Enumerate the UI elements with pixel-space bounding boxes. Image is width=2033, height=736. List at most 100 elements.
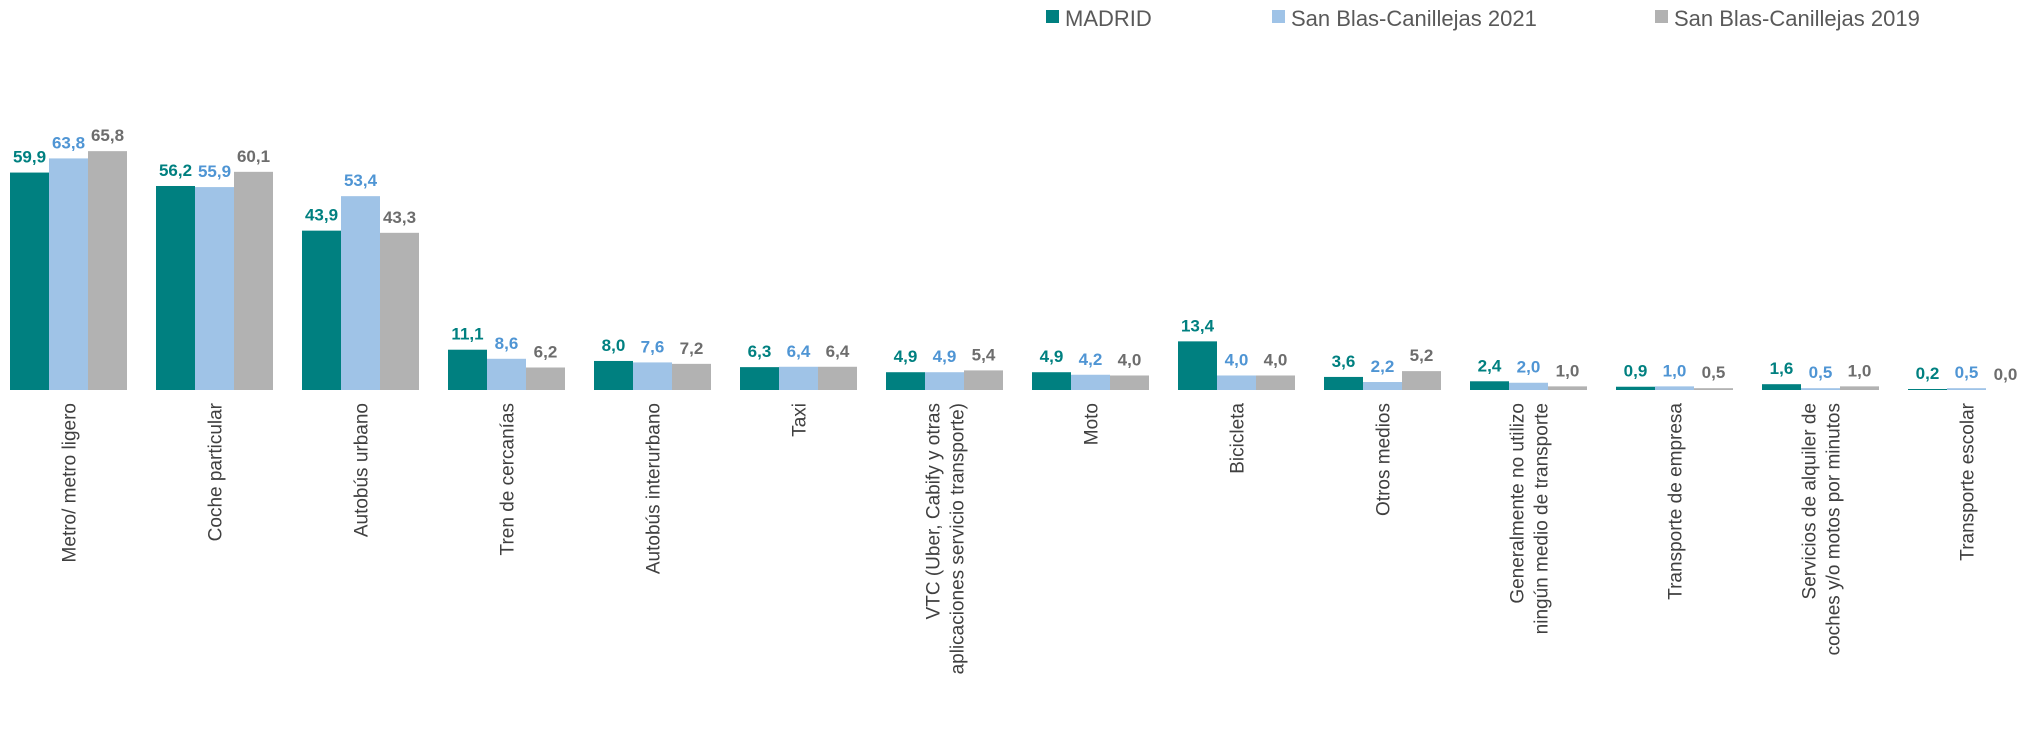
- bar-10-series-2: [1363, 382, 1402, 390]
- bar-1-series-1: [10, 172, 49, 390]
- value-label-11-series-1: 2,4: [1478, 356, 1502, 375]
- bar-8-series-2: [1071, 374, 1110, 390]
- value-label-10-series-3: 5,2: [1410, 346, 1434, 365]
- bar-13-series-3: [1840, 386, 1879, 390]
- category-label-1: Metro/ metro ligero: [60, 403, 81, 562]
- bar-13-series-2: [1801, 388, 1840, 390]
- category-labels-group: Metro/ metro ligero Coche particular Autob…: [60, 402, 1979, 674]
- value-label-5-series-2: 7,6: [641, 337, 665, 356]
- value-label-5-series-1: 8,0: [602, 336, 626, 355]
- value-label-2-series-1: 56,2: [159, 161, 192, 180]
- category-label-4: Tren de cercanías: [498, 403, 519, 555]
- bar-6-series-3: [818, 366, 857, 390]
- value-label-9-series-3: 4,0: [1264, 350, 1288, 369]
- value-label-14-series-1: 0,2: [1916, 364, 1940, 383]
- value-label-12-series-1: 0,9: [1624, 362, 1648, 381]
- value-label-8-series-2: 4,2: [1079, 350, 1103, 369]
- value-label-4-series-2: 8,6: [495, 334, 519, 353]
- bar-12-series-2: [1655, 386, 1694, 390]
- legend-swatch-1: [1046, 10, 1059, 23]
- bar-7-series-2: [925, 372, 964, 390]
- category-label-11-line-2: ningún medio de transporte: [1532, 403, 1553, 634]
- bar-6-series-1: [740, 367, 779, 390]
- bar-4-series-3: [526, 367, 565, 390]
- value-label-1-series-3: 65,8: [91, 126, 124, 145]
- value-label-1-series-1: 59,9: [13, 148, 46, 167]
- bar-12-series-1: [1616, 386, 1655, 390]
- bar-11-series-1: [1470, 381, 1509, 390]
- legend-label-2: San Blas-Canillejas 2021: [1291, 6, 1537, 31]
- category-label-7-line-1: VTC (Uber, Cabify y otras: [924, 403, 945, 619]
- bar-3-series-3: [380, 232, 419, 390]
- bar-6-series-2: [779, 366, 818, 390]
- value-label-6-series-1: 6,3: [748, 342, 772, 361]
- category-label-13-line-1: Servicios de alquiler de: [1800, 403, 1821, 599]
- category-label-3: Autobús urbano: [352, 403, 373, 537]
- category-label-11-line-1: Generalmente no utilizo: [1508, 403, 1529, 604]
- bar-11-series-3: [1548, 386, 1587, 390]
- category-label-10: Otros medios: [1374, 403, 1395, 516]
- value-label-1-series-2: 63,8: [52, 133, 85, 152]
- value-label-4-series-3: 6,2: [534, 342, 558, 361]
- value-label-3-series-3: 43,3: [383, 208, 416, 227]
- bar-5-series-2: [633, 362, 672, 390]
- bar-11-series-2: [1509, 382, 1548, 390]
- legend-label-1: MADRID: [1065, 6, 1152, 31]
- bar-2-series-1: [156, 185, 195, 390]
- value-label-7-series-1: 4,9: [894, 347, 918, 366]
- bar-7-series-1: [886, 372, 925, 390]
- value-label-7-series-3: 5,4: [972, 345, 996, 364]
- value-label-13-series-2: 0,5: [1809, 363, 1833, 382]
- category-label-12: Transporte de empresa: [1666, 403, 1687, 600]
- category-label-7-line-2: aplicaciones servicio transporte): [948, 403, 969, 674]
- value-label-5-series-3: 7,2: [680, 339, 704, 358]
- bar-2-series-2: [195, 187, 234, 390]
- legend-swatch-3: [1655, 10, 1668, 23]
- category-label-14: Transporte escolar: [1958, 402, 1979, 560]
- value-label-2-series-3: 60,1: [237, 147, 270, 166]
- bar-4-series-1: [448, 349, 487, 390]
- bar-8-series-1: [1032, 372, 1071, 390]
- bar-1-series-2: [49, 158, 88, 390]
- value-label-3-series-2: 53,4: [344, 171, 378, 190]
- bar-10-series-3: [1402, 371, 1441, 390]
- value-label-14-series-3: 0,0: [1994, 365, 2018, 384]
- category-label-8: Moto: [1082, 403, 1103, 445]
- value-label-9-series-2: 4,0: [1225, 350, 1249, 369]
- value-label-4-series-1: 11,1: [451, 325, 483, 344]
- bar-13-series-1: [1762, 384, 1801, 390]
- bar-14-series-2: [1947, 388, 1986, 390]
- value-label-6-series-2: 6,4: [787, 342, 811, 361]
- bar-2-series-3: [234, 171, 273, 390]
- value-label-13-series-3: 1,0: [1848, 361, 1872, 380]
- bar-8-series-3: [1110, 375, 1149, 390]
- category-label-2: Coche particular: [206, 402, 227, 541]
- value-label-12-series-3: 0,5: [1702, 363, 1726, 382]
- bar-1-series-3: [88, 151, 127, 390]
- category-label-9: Bicicleta: [1228, 403, 1249, 474]
- value-label-6-series-3: 6,4: [826, 342, 850, 361]
- bar-5-series-3: [672, 363, 711, 390]
- bar-14-series-1: [1908, 389, 1947, 390]
- bar-9-series-1: [1178, 341, 1217, 390]
- value-label-10-series-2: 2,2: [1371, 357, 1395, 376]
- bar-5-series-1: [594, 360, 633, 390]
- value-label-10-series-1: 3,6: [1332, 352, 1356, 371]
- value-label-14-series-2: 0,5: [1955, 363, 1979, 382]
- value-label-3-series-1: 43,9: [305, 206, 338, 225]
- bars-group: [10, 151, 1986, 390]
- bar-9-series-2: [1217, 375, 1256, 390]
- bar-7-series-3: [964, 370, 1003, 390]
- legend: MADRID San Blas-Canillejas 2021 San Blas-C…: [1046, 6, 1920, 31]
- value-label-2-series-2: 55,9: [198, 162, 231, 181]
- category-label-6: Taxi: [790, 403, 811, 437]
- bar-9-series-3: [1256, 375, 1295, 390]
- legend-label-3: San Blas-Canillejas 2019: [1674, 6, 1920, 31]
- value-label-8-series-1: 4,9: [1040, 347, 1064, 366]
- bar-4-series-2: [487, 358, 526, 390]
- category-label-5: Autobús interurbano: [644, 403, 665, 574]
- value-label-8-series-3: 4,0: [1118, 350, 1142, 369]
- bar-12-series-3: [1694, 388, 1733, 390]
- legend-swatch-2: [1272, 10, 1285, 23]
